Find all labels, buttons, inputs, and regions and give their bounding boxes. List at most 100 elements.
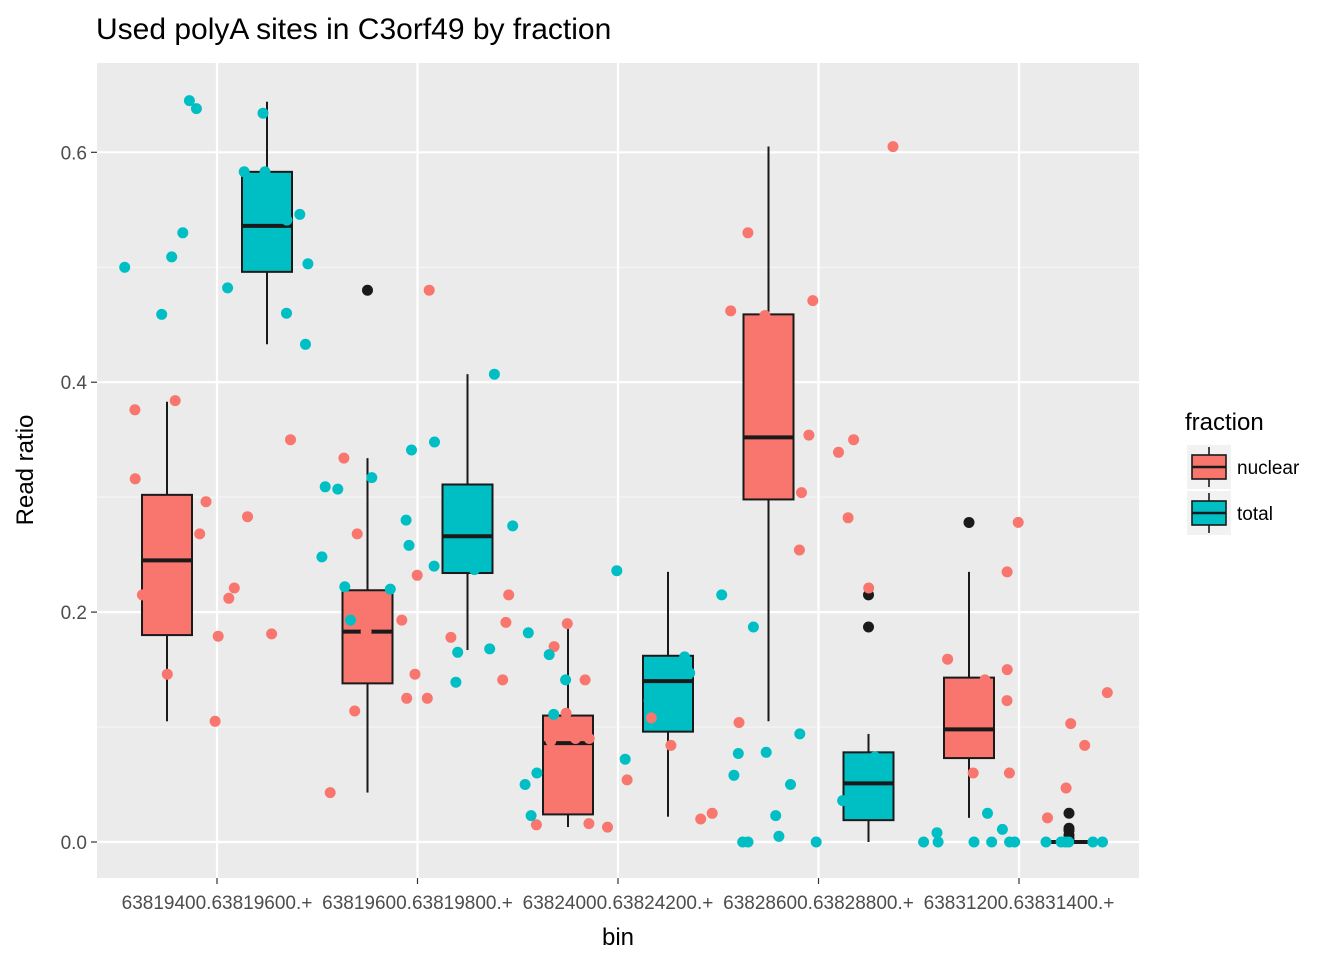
nuclear-point xyxy=(725,305,737,317)
nuclear-point xyxy=(200,496,212,508)
nuclear-point xyxy=(848,434,860,446)
total-point xyxy=(484,643,496,655)
total-point xyxy=(548,708,560,720)
nuclear-point xyxy=(1042,812,1053,824)
y-tick-label: 0.4 xyxy=(61,373,88,394)
nuclear-point xyxy=(887,141,899,153)
nuclear-point xyxy=(500,616,512,628)
total-point xyxy=(676,717,688,728)
y-axis: 0.0 0.2 0.4 0.6 xyxy=(61,143,97,854)
total-box xyxy=(441,483,494,575)
chart-title: Used polyA sites in C3orf49 by fraction xyxy=(96,13,611,46)
total-point xyxy=(316,551,328,563)
total-point xyxy=(522,627,534,639)
total-point xyxy=(728,769,740,781)
total-point xyxy=(918,836,930,848)
total-point xyxy=(177,227,189,239)
x-tick-label: 63819600.63819800.+ xyxy=(322,893,513,914)
total-point xyxy=(452,646,464,658)
nuclear-point xyxy=(212,630,224,642)
nuclear-point xyxy=(561,618,573,630)
total-point xyxy=(428,560,440,572)
nuclear-point xyxy=(266,628,278,640)
legend-label-nuclear: nuclear xyxy=(1237,458,1300,479)
total-point xyxy=(932,836,944,848)
nuclear-point xyxy=(583,733,595,744)
total-point xyxy=(619,753,631,765)
total-point xyxy=(986,836,998,848)
total-point xyxy=(560,674,572,686)
total-point xyxy=(1087,836,1099,848)
nuclear-point xyxy=(833,446,844,458)
nuclear-point xyxy=(1001,695,1013,707)
nuclear-point xyxy=(942,653,954,665)
nuclear-point xyxy=(223,592,235,604)
y-tick-label: 0.2 xyxy=(61,603,87,624)
nuclear-point xyxy=(194,528,206,540)
x-axis: 63819400.63819600.+ 63819600.63819800.+ 63… xyxy=(122,878,1115,914)
total-point xyxy=(1040,836,1052,848)
nuclear-point xyxy=(602,821,613,833)
x-tick-label: 63819400.63819600.+ xyxy=(122,893,313,914)
total-point xyxy=(403,539,415,551)
nuclear-point xyxy=(967,767,979,779)
total-point xyxy=(300,338,311,350)
total-point xyxy=(773,830,785,842)
total-point xyxy=(247,208,259,220)
nuclear-point xyxy=(136,589,148,601)
x-tick-label: 63828600.63828800.+ xyxy=(723,893,914,914)
nuclear-point xyxy=(411,569,423,581)
y-tick-label: 0.0 xyxy=(61,833,87,854)
nuclear-point xyxy=(530,819,542,831)
nuclear-point xyxy=(209,715,221,727)
total-point xyxy=(869,751,881,763)
point-layer xyxy=(119,95,1113,848)
total-point xyxy=(794,728,806,740)
total-point xyxy=(716,589,728,601)
total-point xyxy=(190,103,202,115)
total-point xyxy=(222,282,234,294)
nuclear-point xyxy=(570,733,581,744)
legend: fraction nuclear total xyxy=(1185,409,1300,535)
nuclear-point xyxy=(695,813,707,825)
x-tick-label: 63824000.63824200.+ xyxy=(523,893,714,914)
y-tick-label: 0.6 xyxy=(61,143,87,164)
nuclear-point xyxy=(338,452,350,464)
nuclear-point xyxy=(228,582,240,594)
total-outlier xyxy=(863,621,874,633)
total-point xyxy=(837,795,849,807)
nuclear-point xyxy=(706,807,718,819)
total-point xyxy=(810,836,822,848)
total-point xyxy=(543,649,555,661)
total-point xyxy=(281,307,292,319)
total-point xyxy=(931,827,943,839)
total-point xyxy=(345,614,356,626)
nuclear-point xyxy=(863,582,875,594)
total-point xyxy=(119,261,131,273)
x-tick-label: 63831200.63831400.+ xyxy=(924,893,1115,914)
total-point xyxy=(643,695,655,707)
nuclear-box xyxy=(141,493,193,637)
nuclear-point xyxy=(759,310,771,321)
total-point xyxy=(679,651,691,663)
total-point xyxy=(429,436,440,448)
nuclear-point xyxy=(360,626,372,638)
nuclear-point xyxy=(1060,782,1072,794)
nuclear-point xyxy=(503,589,515,601)
total-point xyxy=(747,621,759,633)
nuclear-box xyxy=(943,676,995,760)
total-point xyxy=(259,166,271,178)
nuclear-point xyxy=(761,364,773,376)
total-point xyxy=(183,95,195,107)
nuclear-point xyxy=(545,735,557,747)
nuclear-point xyxy=(1012,516,1024,528)
nuclear-point xyxy=(1001,566,1013,578)
nuclear-point xyxy=(1003,767,1015,779)
total-point xyxy=(319,481,331,493)
nuclear-point xyxy=(979,674,991,686)
total-point xyxy=(406,444,417,456)
total-point xyxy=(770,810,782,822)
total-point xyxy=(611,565,623,577)
x-axis-title: bin xyxy=(602,924,634,951)
